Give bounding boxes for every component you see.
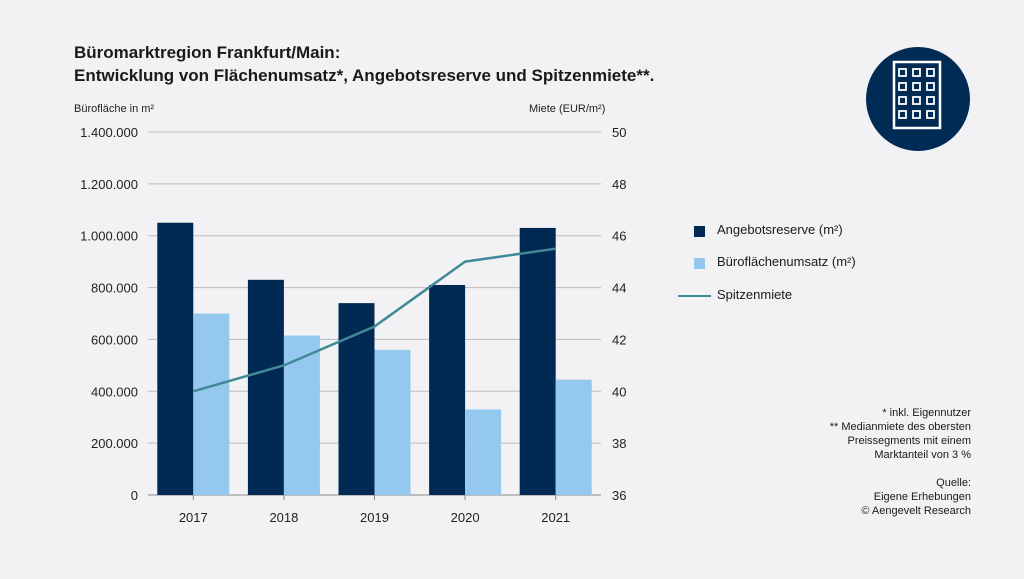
legend-swatch-spitzenmiete xyxy=(678,295,711,297)
source-line-1: Quelle: xyxy=(936,477,971,489)
legend-label-spitzenmiete: Spitzenmiete xyxy=(717,287,793,302)
footnote-1: * inkl. Eigennutzer xyxy=(882,407,971,419)
x-axis-tick-label: 2017 xyxy=(179,510,208,525)
footnote-spacer xyxy=(830,462,971,476)
office-building-icon-glyph xyxy=(892,60,942,130)
left-axis-tick-label: 400.000 xyxy=(91,384,138,399)
left-axis-label: Bürofläche in m² xyxy=(74,103,155,115)
bar-bueroflaechenumsatz xyxy=(465,409,502,495)
left-axis-tick-label: 600.000 xyxy=(91,332,138,347)
x-axis-tick-label: 2018 xyxy=(269,510,298,525)
bar-angebotsreserve xyxy=(157,222,194,495)
left-axis-tick-label: 200.000 xyxy=(91,436,138,451)
legend-label-angebotsreserve: Angebotsreserve (m²) xyxy=(717,222,843,237)
left-axis-tick-label: 1.000.000 xyxy=(80,229,138,244)
footnote-2-line-2: Preissegments mit einem xyxy=(847,435,972,447)
bar-angebotsreserve xyxy=(429,284,466,495)
source-line-2: Eigene Erhebungen xyxy=(873,491,971,503)
footnote-2-line-3: Marktanteil von 3 % xyxy=(874,449,971,461)
bar-bueroflaechenumsatz xyxy=(374,349,411,495)
bar-bueroflaechenumsatz xyxy=(555,379,592,495)
x-axis-tick-label: 2021 xyxy=(541,510,570,525)
title-line-1: Büromarktregion Frankfurt/Main: xyxy=(74,43,341,62)
right-axis-label: Miete (EUR/m²) xyxy=(529,103,606,115)
bar-bueroflaechenumsatz xyxy=(283,335,320,495)
legend-label-bueroflaechenumsatz: Büroflächenumsatz (m²) xyxy=(717,254,856,269)
right-axis-tick-label: 40 xyxy=(612,384,626,399)
legend-swatch-angebotsreserve xyxy=(694,226,705,237)
right-axis-tick-label: 44 xyxy=(612,281,626,296)
right-axis-tick-label: 50 xyxy=(612,125,626,140)
footnotes: * inkl. Eigennutzer ** Medianmiete des o… xyxy=(830,406,971,518)
footnote-2-line-1: ** Medianmiete des obersten xyxy=(829,421,971,433)
right-axis-tick-label: 48 xyxy=(612,177,626,192)
chart-title: Büromarktregion Frankfurt/Main: Entwickl… xyxy=(74,41,654,87)
x-axis-tick-label: 2019 xyxy=(360,510,389,525)
bar-angebotsreserve xyxy=(519,227,556,495)
title-line-2: Entwicklung von Flächenumsatz*, Angebots… xyxy=(74,66,655,85)
bar-angebotsreserve xyxy=(338,303,375,495)
right-axis-tick-label: 36 xyxy=(612,488,626,503)
left-axis-tick-label: 0 xyxy=(131,488,138,503)
right-axis-tick-label: 46 xyxy=(612,229,626,244)
source-line-3: © Aengevelt Research xyxy=(861,505,971,517)
left-axis-tick-label: 1.400.000 xyxy=(80,125,138,140)
left-axis-tick-label: 800.000 xyxy=(91,281,138,296)
line-spitzenmiete xyxy=(192,247,556,393)
legend-swatch-bueroflaechenumsatz xyxy=(694,258,705,269)
bar-angebotsreserve xyxy=(247,279,284,495)
left-axis-tick-label: 1.200.000 xyxy=(80,177,138,192)
bar-bueroflaechenumsatz xyxy=(193,313,230,495)
right-axis-tick-label: 38 xyxy=(612,436,626,451)
right-axis-tick-label: 42 xyxy=(612,332,626,347)
office-building-icon xyxy=(866,47,970,151)
x-axis-tick-label: 2020 xyxy=(451,510,480,525)
